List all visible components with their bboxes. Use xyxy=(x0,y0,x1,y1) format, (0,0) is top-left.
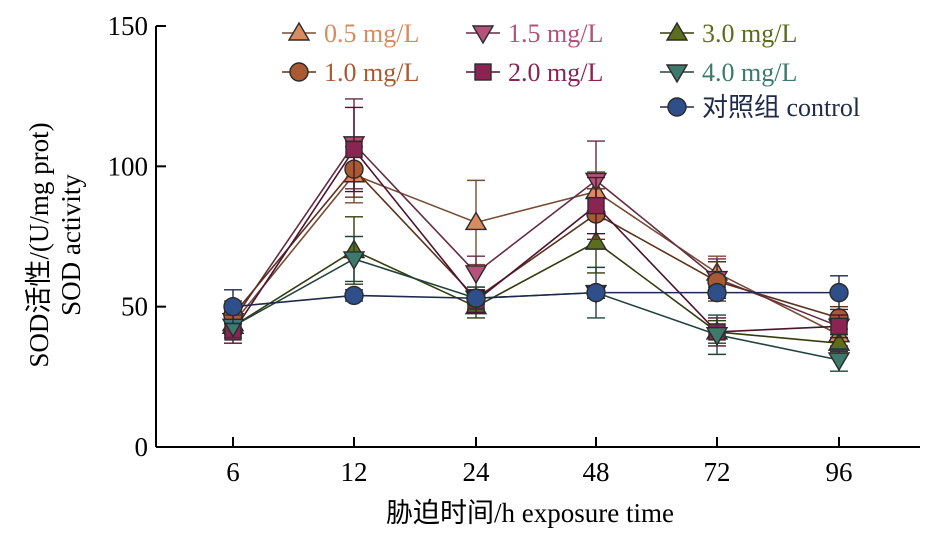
data-point xyxy=(827,352,851,372)
x-ticks: 6 12 24 48 72 96 xyxy=(226,437,853,487)
data-point xyxy=(342,251,366,271)
data-point xyxy=(707,282,727,303)
legend-item-0-5-mg-l: 0.5 mg/L xyxy=(282,19,419,48)
y-tick-label: 0 xyxy=(135,432,149,462)
y-tick-label: 50 xyxy=(121,292,148,322)
data-point xyxy=(705,327,729,347)
data-point xyxy=(587,196,605,215)
data-point xyxy=(830,317,848,336)
legend-marker xyxy=(665,21,689,41)
series-line xyxy=(232,291,839,308)
legend-marker xyxy=(287,21,311,41)
legend: 0.5 mg/L 1.5 mg/L 3.0 mg/L 1.0 mg/L 2.0 mg/L… xyxy=(282,19,860,122)
legend-item-4-0-mg-l: 4.0 mg/L xyxy=(660,58,797,87)
legend-label: 4.0 mg/L xyxy=(702,58,797,87)
data-point xyxy=(584,230,608,250)
legend-label: 2.0 mg/L xyxy=(508,58,603,87)
legend-label: 0.5 mg/L xyxy=(324,19,419,48)
legend-marker xyxy=(665,64,689,84)
y-axis-title-line-1: SOD活性/(U/mg prot) xyxy=(24,122,54,367)
axes: 0 50 100 150 6 12 24 48 72 96 xyxy=(108,11,920,487)
legend-label: 对照组 control xyxy=(702,93,860,122)
series-line xyxy=(232,148,840,333)
series-1-0-mg-l xyxy=(223,140,849,330)
data-point xyxy=(464,265,488,285)
legend-marker xyxy=(289,62,309,82)
data-point xyxy=(586,282,606,303)
series-line xyxy=(232,142,840,328)
legend-label: 1.0 mg/L xyxy=(324,58,419,87)
legend-label: 3.0 mg/L xyxy=(702,19,797,48)
x-axis-title: 胁迫时间/h exposure time xyxy=(386,498,674,528)
legend-marker xyxy=(471,25,495,45)
series-0-5-mg-l xyxy=(221,145,851,347)
data-point xyxy=(345,140,363,159)
legend-marker xyxy=(667,97,687,117)
x-tick-label: 72 xyxy=(704,457,731,487)
x-tick-label: 12 xyxy=(341,457,368,487)
series-control xyxy=(223,275,849,325)
legend-item-1-5-mg-l: 1.5 mg/L xyxy=(466,19,603,48)
series-1-5-mg-l xyxy=(221,98,851,339)
legend-item-1-0-mg-l: 1.0 mg/L xyxy=(282,58,419,87)
legend-item-3-0-mg-l: 3.0 mg/L xyxy=(660,19,797,48)
y-tick-label: 150 xyxy=(108,11,149,41)
legend-label: 1.5 mg/L xyxy=(508,19,603,48)
data-point xyxy=(223,296,243,317)
legend-item-2-0-mg-l: 2.0 mg/L xyxy=(466,58,603,87)
x-tick-label: 48 xyxy=(583,457,610,487)
data-point xyxy=(829,282,849,303)
legend-item-control: 对照组 control xyxy=(660,93,860,122)
x-tick-label: 24 xyxy=(463,457,491,487)
legend-marker xyxy=(474,63,492,81)
data-point xyxy=(466,288,486,308)
series-line xyxy=(232,241,840,344)
series-line xyxy=(232,173,840,336)
y-tick-label: 100 xyxy=(108,151,149,181)
data-point xyxy=(464,211,488,231)
series-line xyxy=(232,167,840,319)
x-tick-label: 6 xyxy=(226,457,240,487)
y-ticks: 0 50 100 150 xyxy=(108,11,166,462)
data-point xyxy=(344,285,364,306)
x-tick-label: 96 xyxy=(826,457,853,487)
plot-area xyxy=(221,98,851,372)
y-axis-title-line-2: SOD activity xyxy=(56,174,86,316)
